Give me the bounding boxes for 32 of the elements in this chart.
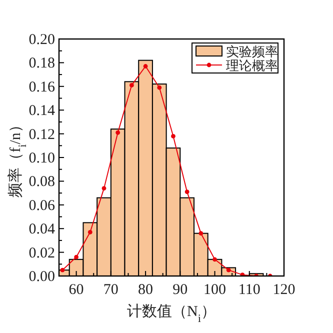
point <box>116 130 120 135</box>
point <box>102 186 106 191</box>
y-tick-label: 0.20 <box>28 32 55 48</box>
point <box>143 64 148 68</box>
y-tick-label: 0.02 <box>28 245 55 262</box>
point <box>88 230 92 234</box>
x-tick-label: 120 <box>272 282 296 298</box>
y-tick-label: 0.12 <box>28 126 55 143</box>
x-tick-label: 70 <box>103 282 118 298</box>
x-tick-label: 60 <box>68 282 84 298</box>
point <box>74 254 79 260</box>
legend-label: 理论概率 <box>226 58 278 73</box>
y-tick-label: 0.18 <box>28 56 55 72</box>
y-tick-label: 0.06 <box>28 198 56 214</box>
y-tick-label: 0.08 <box>28 174 55 190</box>
x-tick-label: 80 <box>138 282 154 298</box>
y-tick-label: 0.10 <box>28 150 55 166</box>
point <box>157 85 162 90</box>
point <box>171 134 176 138</box>
y-tick-label: 0.00 <box>28 269 55 285</box>
y-tick-label: 0.16 <box>28 79 56 96</box>
x-tick-label: 110 <box>238 282 260 298</box>
point <box>184 190 190 194</box>
point <box>198 231 204 236</box>
x-tick-label: 90 <box>172 282 188 298</box>
x-axis-title: 计数值（N$_{i}$） <box>127 303 216 325</box>
x-tick-label: 100 <box>204 282 226 298</box>
point <box>212 257 217 262</box>
y-tick-label: 0.04 <box>28 222 56 238</box>
point <box>129 83 134 88</box>
y-tick-label: 0.14 <box>28 103 56 120</box>
legend-label: 实验频率 <box>226 44 278 59</box>
